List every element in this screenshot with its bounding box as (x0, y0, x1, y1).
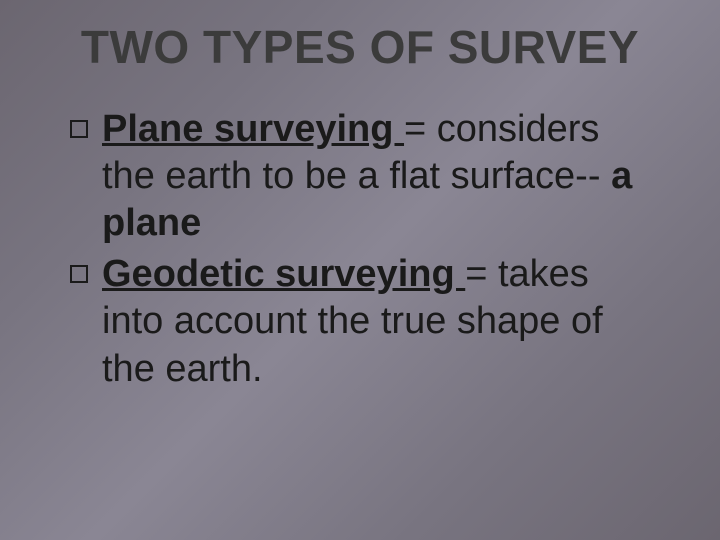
bullet-text: Plane surveying = considers the earth to… (102, 106, 660, 247)
slide-title: TWO TYPES OF SURVEY (60, 20, 660, 74)
separator: = (465, 253, 498, 295)
term: Geodetic surveying (102, 253, 465, 295)
bullet-list: Plane surveying = considers the earth to… (60, 106, 660, 393)
list-item: Plane surveying = considers the earth to… (70, 106, 660, 247)
bullet-text: Geodetic surveying = takes into account … (102, 251, 660, 392)
bullet-square-icon (70, 265, 88, 283)
slide: TWO TYPES OF SURVEY Plane surveying = co… (0, 0, 720, 540)
list-item: Geodetic surveying = takes into account … (70, 251, 660, 392)
bullet-square-icon (70, 120, 88, 138)
term: Plane surveying (102, 108, 404, 150)
separator: = (404, 108, 437, 150)
